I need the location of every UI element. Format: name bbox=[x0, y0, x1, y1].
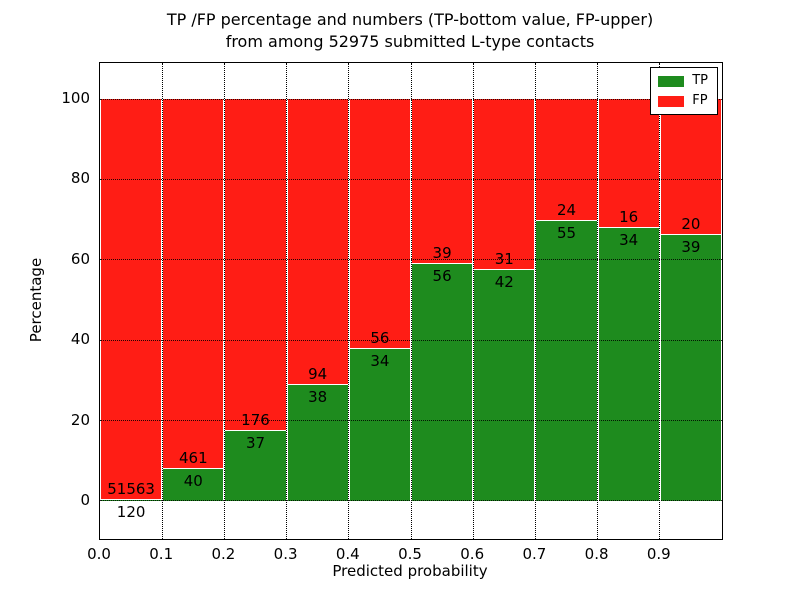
x-tick-label: 0.2 bbox=[211, 545, 236, 563]
fp-count-label: 16 bbox=[619, 207, 639, 226]
y-tick-label: 0 bbox=[80, 490, 90, 509]
fp-count-label: 176 bbox=[241, 411, 270, 430]
fp-count-label: 51563 bbox=[107, 479, 155, 498]
fp-count-label: 56 bbox=[370, 329, 390, 348]
bar-segment-tp bbox=[660, 235, 721, 501]
tp-count-label: 40 bbox=[183, 471, 203, 490]
bar-segment-tp bbox=[163, 468, 224, 501]
bar-segment-fp bbox=[660, 99, 721, 236]
tp-count-label: 120 bbox=[116, 502, 146, 521]
legend: TP FP bbox=[650, 67, 718, 115]
legend-label: FP bbox=[692, 93, 708, 108]
bar-segment-tp bbox=[536, 221, 597, 501]
y-tick-label: 20 bbox=[70, 410, 90, 429]
chart-title-line2: from among 52975 submitted L-type contac… bbox=[225, 32, 595, 51]
horizontal-gridline bbox=[100, 178, 722, 180]
x-tick-label: 0.8 bbox=[584, 545, 609, 563]
x-axis-label: Predicted probability bbox=[332, 562, 488, 580]
fp-count-label: 461 bbox=[178, 448, 208, 467]
bar-segment-fp bbox=[225, 99, 286, 432]
x-tick-label: 0.4 bbox=[335, 545, 360, 563]
legend-label: TP bbox=[692, 73, 708, 88]
vertical-gridline bbox=[410, 63, 412, 539]
bar-segment-tp bbox=[474, 269, 535, 501]
tp-count-label: 37 bbox=[245, 434, 266, 453]
bar-segment-tp bbox=[287, 385, 348, 501]
bar-segment-fp bbox=[536, 99, 597, 222]
legend-swatch-tp bbox=[658, 75, 685, 87]
bar-segment-tp bbox=[225, 431, 286, 501]
tp-count-label: 38 bbox=[308, 388, 328, 407]
bar-segment-fp bbox=[598, 99, 659, 228]
y-tick-label: 60 bbox=[70, 249, 90, 268]
vertical-gridline bbox=[286, 63, 288, 539]
vertical-gridline bbox=[223, 63, 225, 539]
legend-entry: TP bbox=[658, 74, 708, 88]
horizontal-gridline bbox=[100, 259, 722, 261]
plot-area: 51563 120 461 40 176 37 94 38 56 34 39 56 31 42 24 55 16… bbox=[99, 62, 723, 540]
fp-count-label: 94 bbox=[308, 365, 328, 384]
tp-count-label: 55 bbox=[556, 224, 577, 243]
tp-count-label: 34 bbox=[619, 230, 639, 249]
bar-segment-fp bbox=[474, 99, 535, 270]
fp-count-label: 24 bbox=[556, 201, 577, 220]
x-tick-label: 0.7 bbox=[522, 545, 547, 563]
bar-segment-tp bbox=[412, 264, 473, 501]
x-tick-label: 0.9 bbox=[646, 545, 671, 563]
legend-swatch-fp bbox=[658, 95, 685, 107]
chart-title: TP /FP percentage and numbers (TP-bottom… bbox=[99, 9, 721, 53]
horizontal-gridline bbox=[100, 500, 722, 502]
x-tick-label: 0.5 bbox=[398, 545, 422, 563]
vertical-gridline bbox=[348, 63, 350, 539]
x-tick-label: 0.0 bbox=[87, 545, 111, 563]
legend-entry: FP bbox=[658, 94, 708, 108]
fp-count-label: 20 bbox=[681, 215, 701, 234]
bar-segment-fp bbox=[163, 99, 224, 469]
tp-count-label: 34 bbox=[370, 352, 390, 371]
horizontal-gridline bbox=[100, 339, 722, 341]
y-tick-label: 100 bbox=[61, 89, 90, 108]
bar-segment-fp bbox=[349, 99, 410, 350]
vertical-gridline bbox=[659, 63, 661, 539]
x-tick-label: 0.1 bbox=[149, 545, 174, 563]
y-tick-label: 40 bbox=[70, 330, 90, 349]
fp-count-label: 39 bbox=[432, 244, 452, 263]
tp-count-label: 56 bbox=[432, 267, 452, 286]
fp-count-label: 31 bbox=[494, 249, 514, 268]
horizontal-gridline bbox=[100, 98, 722, 100]
vertical-gridline bbox=[161, 63, 163, 539]
bar-segment-tp bbox=[349, 349, 410, 501]
bar-segment-fp bbox=[287, 99, 348, 386]
horizontal-gridline bbox=[100, 420, 722, 421]
bar-segment-tp bbox=[598, 227, 659, 501]
vertical-gridline bbox=[597, 63, 599, 539]
x-tick-label: 0.6 bbox=[460, 545, 485, 563]
tp-count-label: 39 bbox=[681, 238, 701, 257]
tp-count-label: 42 bbox=[494, 272, 514, 291]
vertical-gridline bbox=[472, 63, 474, 539]
vertical-gridline bbox=[534, 63, 536, 539]
chart-title-line1: TP /FP percentage and numbers (TP-bottom… bbox=[166, 10, 654, 29]
y-tick-label: 80 bbox=[70, 169, 90, 188]
x-tick-label: 0.3 bbox=[273, 545, 298, 563]
bar-segment-fp bbox=[412, 99, 473, 265]
bar-segment-fp bbox=[101, 99, 162, 500]
